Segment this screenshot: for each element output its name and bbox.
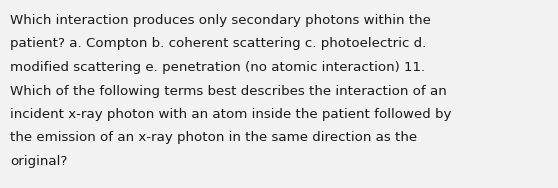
Text: the emission of an x-ray photon in the same direction as the: the emission of an x-ray photon in the s… [10, 131, 417, 145]
Text: Which of the following terms best describes the interaction of an: Which of the following terms best descri… [10, 84, 447, 98]
Text: modified scattering e. penetration (no atomic interaction) 11.: modified scattering e. penetration (no a… [10, 61, 425, 74]
Text: original?: original? [10, 155, 68, 168]
Text: patient? a. Compton b. coherent scattering c. photoelectric d.: patient? a. Compton b. coherent scatteri… [10, 37, 426, 51]
Text: incident x-ray photon with an atom inside the patient followed by: incident x-ray photon with an atom insid… [10, 108, 451, 121]
Text: Which interaction produces only secondary photons within the: Which interaction produces only secondar… [10, 14, 431, 27]
